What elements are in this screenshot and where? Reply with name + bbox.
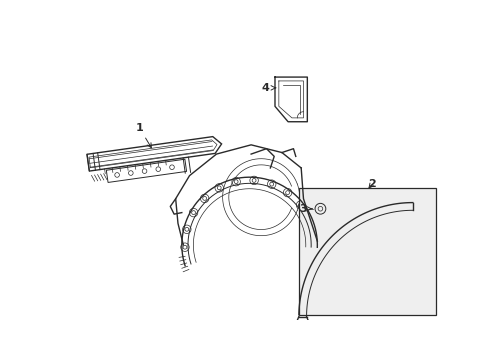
Text: 2: 2 [368, 179, 376, 189]
Bar [299, 188, 436, 315]
Text: 4: 4 [262, 83, 276, 93]
Text: 1: 1 [136, 123, 151, 148]
Text: 3: 3 [299, 204, 312, 214]
